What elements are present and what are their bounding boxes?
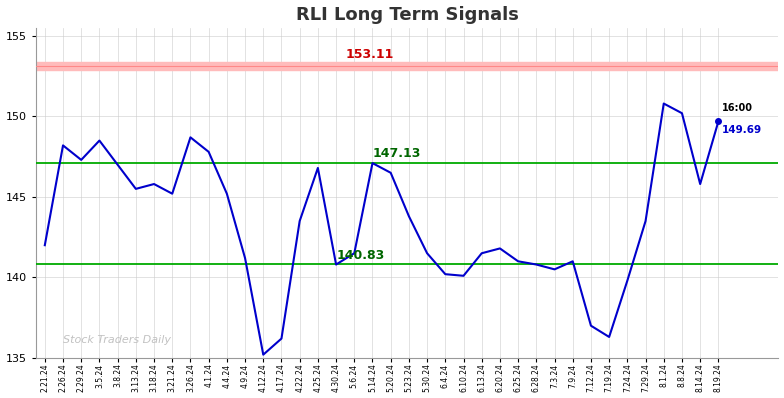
Text: 140.83: 140.83 [336, 249, 384, 261]
Text: 153.11: 153.11 [346, 48, 394, 61]
Text: 16:00: 16:00 [722, 103, 753, 113]
Text: Stock Traders Daily: Stock Traders Daily [63, 335, 171, 345]
Text: 149.69: 149.69 [722, 125, 762, 135]
Title: RLI Long Term Signals: RLI Long Term Signals [296, 6, 518, 23]
Bar [36, 62, 779, 70]
Text: 147.13: 147.13 [372, 147, 421, 160]
